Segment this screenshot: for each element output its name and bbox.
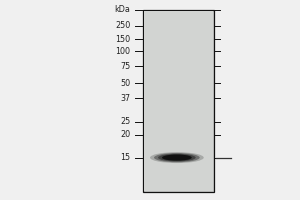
Text: 15: 15 xyxy=(121,153,130,162)
Text: 25: 25 xyxy=(120,117,130,126)
Text: 250: 250 xyxy=(115,21,130,30)
Text: 100: 100 xyxy=(116,47,130,56)
Text: 20: 20 xyxy=(121,130,130,139)
Text: 50: 50 xyxy=(121,79,130,88)
Text: 37: 37 xyxy=(121,94,130,103)
Ellipse shape xyxy=(154,153,200,162)
Bar xyxy=(144,11,213,191)
Text: 75: 75 xyxy=(120,62,130,71)
Ellipse shape xyxy=(162,155,192,161)
Ellipse shape xyxy=(162,155,192,161)
Text: 150: 150 xyxy=(116,35,130,44)
Ellipse shape xyxy=(150,152,204,163)
Bar xyxy=(142,10,214,192)
Text: kDa: kDa xyxy=(115,5,130,14)
Ellipse shape xyxy=(158,154,196,161)
